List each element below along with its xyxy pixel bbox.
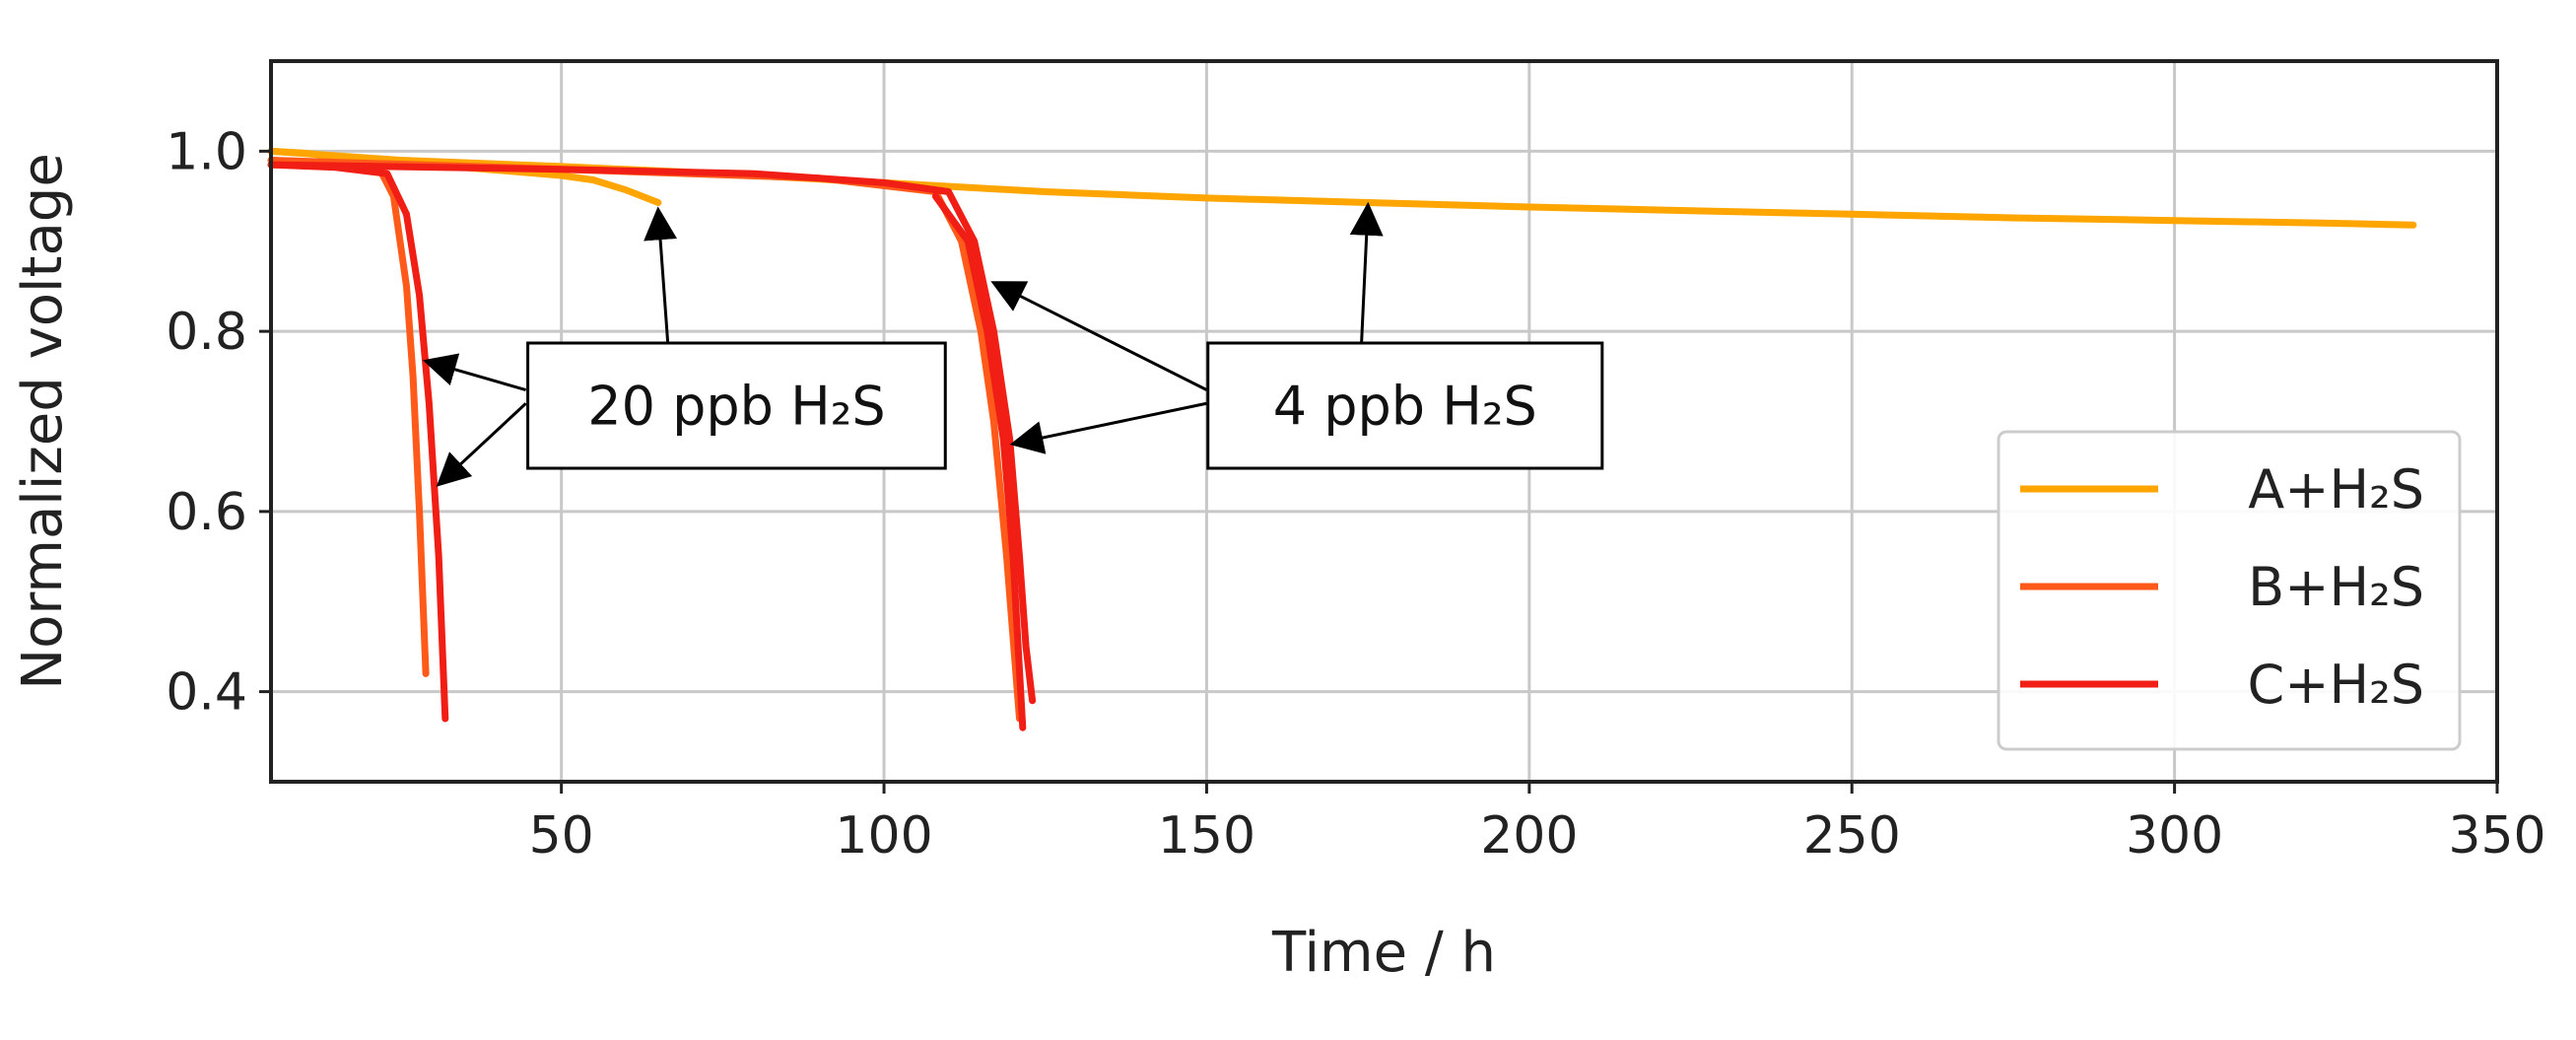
- x-axis-label: Time / h: [1271, 921, 1496, 985]
- annotations: 20 ppb H₂S 4 ppb H₂S: [422, 201, 1604, 487]
- legend-box: [1997, 430, 2462, 751]
- series-line: [931, 192, 1027, 731]
- annotation-arrow: [644, 206, 678, 344]
- annotation-arrow: [1349, 201, 1384, 344]
- x-axis-ticks: 50 100 150 200 250 300 350: [529, 782, 2546, 866]
- y-tick-label: 1.0: [166, 122, 247, 181]
- x-tick-label: 100: [835, 806, 932, 866]
- series-line: [267, 157, 430, 677]
- legend-label: B+H₂S: [2248, 556, 2424, 618]
- annotation-label: 4 ppb H₂S: [1273, 376, 1537, 438]
- x-tick-label: 150: [1158, 806, 1255, 866]
- series-line: [267, 147, 2417, 229]
- x-tick-label: 350: [2448, 806, 2545, 866]
- grid: [271, 61, 2497, 782]
- plot-frame: [269, 59, 2499, 784]
- x-tick-label: 50: [529, 806, 594, 866]
- y-tick-label: 0.4: [166, 663, 247, 723]
- x-tick-label: 200: [1480, 806, 1578, 866]
- y-axis-ticks: 0.4 0.6 0.8 1.0: [166, 122, 271, 723]
- x-tick-label: 300: [2126, 806, 2223, 866]
- y-axis-label: Normalized voltage: [11, 153, 75, 690]
- annotation-box: [1206, 341, 1604, 470]
- legend-label: A+H₂S: [2248, 458, 2424, 520]
- annotation-arrow: [422, 353, 527, 391]
- y-tick-label: 0.6: [166, 483, 247, 542]
- x-tick-label: 250: [1803, 806, 1901, 866]
- annotation-arrow: [436, 402, 527, 487]
- y-tick-label: 0.8: [166, 303, 247, 362]
- annotation-arrow: [990, 281, 1208, 391]
- annotation-arrow: [1009, 401, 1207, 454]
- series-line: [267, 161, 1037, 705]
- series-lines: [267, 147, 2417, 731]
- annotation-label: 20 ppb H₂S: [587, 376, 885, 438]
- legend: A+H₂S B+H₂S C+H₂S: [1997, 430, 2462, 751]
- annotation-box: [526, 341, 947, 470]
- legend-label: C+H₂S: [2248, 654, 2424, 716]
